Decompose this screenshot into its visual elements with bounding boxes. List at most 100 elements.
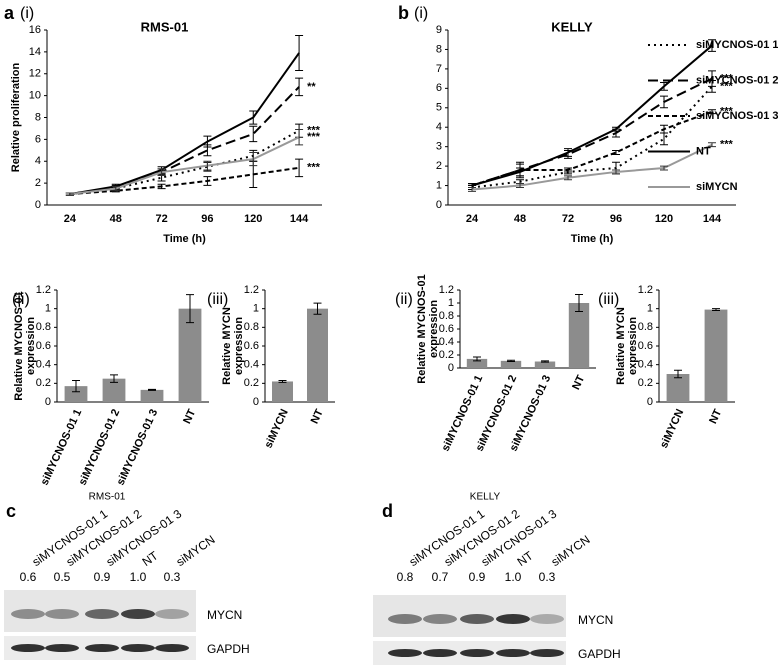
band (388, 614, 422, 624)
error-bar (468, 187, 476, 192)
series-line (471, 85, 713, 189)
series-line (471, 77, 713, 187)
x-axis-label: Time (h) (163, 233, 206, 245)
y-tick-label: 7 (436, 63, 442, 75)
error-bar (65, 192, 74, 196)
y-tick-label: 0.8 (439, 310, 454, 322)
y-tick-label: 1 (253, 303, 259, 315)
x-tick-label: 24 (64, 213, 77, 225)
x-tick-label: 120 (655, 213, 673, 225)
band (423, 649, 457, 657)
y-tick-label: 0.4 (439, 336, 454, 348)
y-tick-label: 1 (436, 179, 442, 191)
panel-label: (iii) (207, 291, 228, 308)
significance-label: *** (307, 131, 321, 143)
y-tick-label: 0.8 (638, 321, 653, 333)
y-tick-label: 0.8 (244, 321, 259, 333)
significance-label: ** (307, 81, 316, 93)
error-bar (660, 132, 668, 146)
lane-label: NT (140, 548, 162, 569)
y-axis-label: Relative MYCNOS-01 (416, 274, 428, 383)
y-tick-label: 0 (35, 199, 41, 211)
y-tick-label: 5 (436, 102, 442, 114)
quantification: 0.9 (469, 570, 486, 584)
significance-label: *** (720, 80, 734, 92)
error-bar (516, 179, 524, 185)
bar (307, 308, 328, 402)
band (11, 644, 45, 652)
band-label: MYCN (207, 608, 242, 622)
band (85, 609, 119, 619)
series-line (471, 143, 713, 191)
band-label: MYCN (578, 613, 613, 627)
chart-title: RMS-01 (141, 19, 189, 34)
y-tick-label: 0 (647, 396, 653, 408)
panel-label: d (382, 501, 393, 521)
band-label: GAPDH (578, 647, 621, 661)
y-tick-label: 0.4 (244, 359, 259, 371)
y-axis-label: expression (233, 317, 245, 375)
y-tick-label: 9 (436, 24, 442, 36)
y-tick-label: 1.2 (36, 284, 51, 296)
x-tick-label: NT (570, 373, 587, 392)
quantification: 0.7 (432, 570, 449, 584)
x-tick-label: siMYCNOS-01 2 (77, 407, 123, 487)
y-tick-label: 1 (647, 303, 653, 315)
y-tick-label: 6 (35, 133, 41, 145)
bar (704, 309, 728, 402)
band (121, 609, 155, 619)
y-tick-label: 12 (29, 68, 41, 80)
error-bar (708, 39, 716, 52)
y-axis-label: expression (627, 317, 639, 375)
significance-label: *** (307, 162, 321, 174)
error-bar (249, 110, 258, 125)
x-tick-label: siMYCN (658, 407, 686, 450)
y-axis-label: Relative MYCN (615, 307, 627, 385)
bar (466, 358, 488, 368)
error-bar (712, 308, 720, 312)
error-bar (564, 167, 572, 173)
error-bar (708, 70, 716, 87)
band-label: GAPDH (207, 642, 250, 656)
panel-label: (i) (20, 5, 34, 22)
series-line (69, 52, 300, 196)
bar (102, 378, 126, 402)
y-tick-label: 3 (436, 141, 442, 153)
x-tick-label: 144 (290, 213, 309, 225)
bar (534, 361, 556, 368)
quantification: 0.3 (539, 570, 556, 584)
y-tick-label: 1.2 (439, 284, 454, 296)
error-bar (473, 356, 481, 362)
error-bar (516, 183, 524, 188)
x-tick-label: 144 (703, 213, 722, 225)
error-bar (203, 160, 212, 171)
panel-label: c (6, 501, 16, 521)
x-tick-label: siMYCN (262, 407, 290, 450)
y-tick-label: 0.4 (36, 359, 51, 371)
x-tick-label: siMYCNOS-01 1 (39, 407, 85, 487)
error-bar (249, 152, 258, 167)
quantification: 1.0 (130, 570, 147, 584)
quantification: 0.8 (397, 570, 414, 584)
error-bar (249, 125, 258, 143)
error-bar (564, 175, 572, 181)
legend-label: siMYCNOS-01 3 (696, 110, 778, 122)
y-axis-label: Relative MYCN (221, 307, 233, 385)
error-bar (278, 380, 287, 383)
band (496, 614, 530, 624)
band (460, 614, 494, 624)
error-bar (186, 294, 194, 324)
panel-label: a (4, 3, 15, 23)
series-line (471, 110, 713, 187)
significance-label: *** (720, 106, 734, 118)
error-bar (295, 158, 304, 178)
lane-label: siMYCN (174, 532, 218, 569)
lane-label: siMYCN (549, 532, 593, 569)
bar (666, 374, 690, 402)
y-tick-label: 6 (436, 82, 442, 94)
bar (568, 303, 590, 368)
error-bar (708, 109, 716, 115)
y-tick-label: 8 (436, 43, 442, 55)
y-axis-label: expression (428, 300, 440, 358)
